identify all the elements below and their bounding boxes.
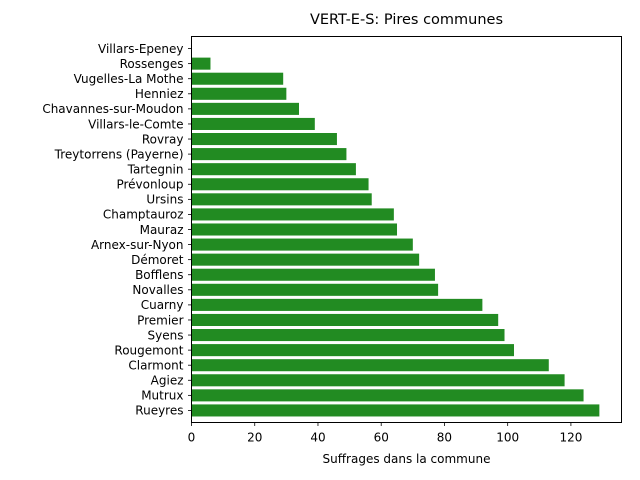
y-tick-label: Vugelles-La Mothe — [74, 72, 184, 86]
y-tick-label: Henniez — [135, 87, 184, 101]
bar-4 — [191, 344, 514, 357]
bar-9 — [191, 268, 435, 281]
y-tick-label: Rovray — [142, 132, 184, 146]
x-tick-label: 80 — [437, 431, 452, 445]
y-tick-label: Clarmont — [128, 359, 183, 373]
chart-title: VERT-E-S: Pires communes — [310, 12, 503, 28]
y-tick-label: Tartegnin — [127, 162, 184, 176]
bar-11 — [191, 238, 413, 251]
bar-12 — [191, 223, 398, 236]
bar-1 — [191, 389, 584, 402]
x-tick-label: 120 — [559, 431, 582, 445]
bar-3 — [191, 359, 549, 372]
y-tick-label: Prévonloup — [116, 178, 183, 192]
bar-5 — [191, 329, 505, 342]
x-axis-ticks: 0 20 40 60 80 100 120 — [188, 422, 582, 445]
y-tick-label: Syens — [148, 328, 184, 342]
bar-8 — [191, 283, 439, 296]
x-tick-label: 60 — [374, 431, 389, 445]
bar-7 — [191, 298, 483, 311]
x-tick-label: 0 — [188, 431, 196, 445]
bar-17 — [191, 148, 347, 161]
y-tick-label: Villars-Epeney — [98, 42, 184, 56]
y-tick-label: Démoret — [131, 253, 184, 267]
y-tick-label: Mutrux — [141, 389, 183, 403]
plot-frame — [191, 36, 622, 423]
bar-18 — [191, 133, 337, 146]
x-tick-label: 40 — [310, 431, 325, 445]
x-axis-label: Suffrages dans la commune — [323, 452, 491, 466]
y-tick-label: Villars-le-Comte — [88, 117, 183, 131]
bar-14 — [191, 193, 372, 206]
y-tick-label: Premier — [137, 313, 183, 327]
bar-21 — [191, 87, 287, 100]
bars-group — [191, 57, 600, 417]
y-tick-label: Mauraz — [140, 223, 184, 237]
y-tick-label: Ursins — [146, 193, 183, 207]
y-tick-label: Champtauroz — [103, 208, 184, 222]
y-tick-label: Arnex-sur-Nyon — [91, 238, 184, 252]
bar-19 — [191, 117, 315, 130]
bar-0 — [191, 404, 600, 417]
bar-20 — [191, 102, 299, 115]
y-tick-label: Rossenges — [120, 57, 184, 71]
y-tick-label: Bofflens — [135, 268, 183, 282]
bar-23 — [191, 57, 211, 70]
y-tick-label: Rueyres — [135, 404, 183, 418]
bar-10 — [191, 253, 420, 266]
y-tick-label: Agiez — [151, 374, 184, 388]
bar-15 — [191, 178, 369, 191]
bar-13 — [191, 208, 394, 221]
x-tick-label: 20 — [247, 431, 262, 445]
y-tick-label: Rougemont — [114, 343, 183, 357]
y-tick-label: Cuarny — [141, 298, 184, 312]
bar-6 — [191, 313, 499, 326]
bar-2 — [191, 374, 565, 387]
x-tick-label: 100 — [496, 431, 519, 445]
y-tick-label: Treytorrens (Payerne) — [54, 147, 184, 161]
y-tick-label: Novalles — [132, 283, 183, 297]
bar-16 — [191, 163, 356, 176]
y-tick-label: Chavannes-sur-Moudon — [42, 102, 183, 116]
bar-22 — [191, 72, 284, 85]
